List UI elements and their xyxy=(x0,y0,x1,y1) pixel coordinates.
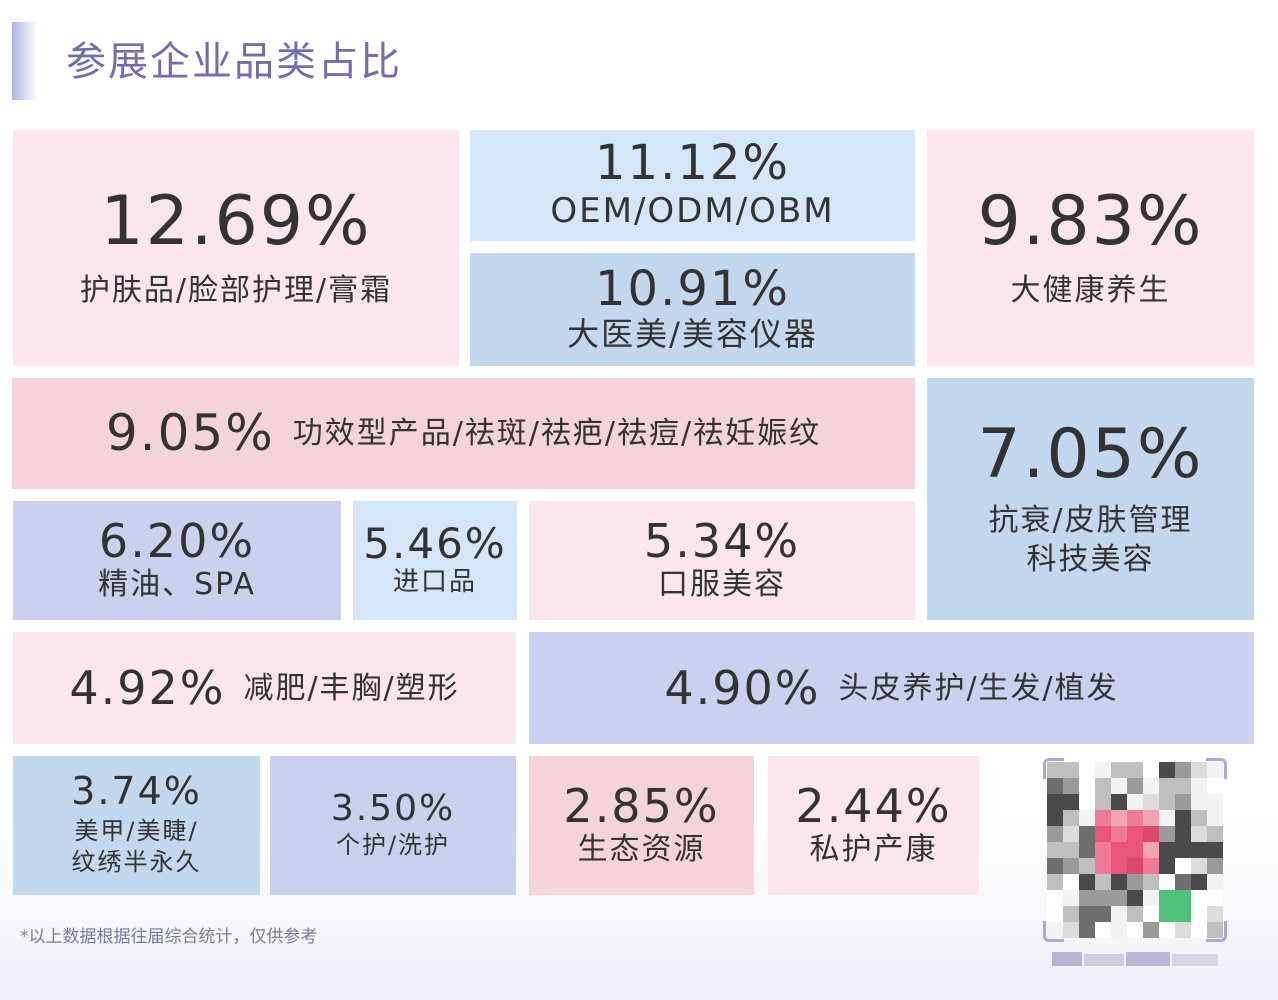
category-label: 美甲/美睫/ 纹绣半永久 xyxy=(71,817,202,877)
qr-frame-corner xyxy=(1206,921,1227,942)
category-label: 抗衰/皮肤管理 科技美容 xyxy=(988,502,1193,577)
page-title: 参展企业品类占比 xyxy=(66,39,402,85)
category-percent: 9.83% xyxy=(977,181,1204,261)
category-label: 减肥/丰胸/塑形 xyxy=(243,670,460,706)
category-label: 私护产康 xyxy=(809,832,938,868)
category-percent: 3.50% xyxy=(330,788,456,829)
category-label: 精油、SPA xyxy=(98,567,256,603)
category-tile: 2.44% 私护产康 xyxy=(768,756,979,895)
category-tile: 10.91% 大医美/美容仪器 xyxy=(470,253,915,366)
category-percent: 9.05% xyxy=(105,404,275,463)
category-percent: 4.90% xyxy=(664,660,821,715)
category-tile: 7.05% 抗衰/皮肤管理 科技美容 xyxy=(927,378,1254,620)
category-percent: 4.92% xyxy=(69,660,226,715)
category-percent: 10.91% xyxy=(594,260,791,317)
category-percent: 12.69% xyxy=(100,181,372,261)
category-tile: 6.20% 精油、SPA xyxy=(13,501,341,620)
category-percent: 3.74% xyxy=(71,769,202,814)
category-label: 大医美/美容仪器 xyxy=(567,314,818,353)
category-percent: 7.05% xyxy=(977,415,1204,495)
qr-frame-corner xyxy=(1043,921,1064,942)
category-tile: 2.85% 生态资源 xyxy=(529,756,754,895)
category-tile: 12.69% 护肤品/脸部护理/膏霜 xyxy=(13,130,459,366)
qr-frame-corner xyxy=(1043,758,1064,779)
qr-code-graphic xyxy=(1047,762,1223,938)
category-label: 个护/洗护 xyxy=(335,830,451,859)
qr-code-image xyxy=(1043,758,1227,942)
title-accent-bar xyxy=(12,22,38,100)
category-label: 护肤品/脸部护理/膏霜 xyxy=(79,273,393,309)
category-tile: 9.83% 大健康养生 xyxy=(927,130,1254,366)
category-percent: 5.34% xyxy=(643,513,801,568)
category-percent: 5.46% xyxy=(363,518,507,568)
category-percent: 2.85% xyxy=(563,778,720,833)
category-label: 功效型产品/祛斑/祛疤/祛痘/祛妊娠纹 xyxy=(292,416,822,451)
category-label: 大健康养生 xyxy=(1010,273,1171,309)
category-tile: 3.74% 美甲/美睫/ 纹绣半永久 xyxy=(13,756,260,895)
category-percent: 2.44% xyxy=(795,778,952,833)
category-percent: 11.12% xyxy=(594,135,791,192)
category-tile: 11.12% OEM/ODM/OBM xyxy=(470,130,915,241)
category-tile: 5.34% 口服美容 xyxy=(529,501,915,620)
category-label: 头皮养护/生发/植发 xyxy=(838,670,1119,706)
category-percent: 6.20% xyxy=(98,513,256,568)
category-label: 生态资源 xyxy=(577,832,706,868)
category-tile: 4.90% 头皮养护/生发/植发 xyxy=(529,632,1254,744)
qr-frame-corner xyxy=(1206,758,1227,779)
category-tile: 4.92% 减肥/丰胸/塑形 xyxy=(13,632,516,744)
qr-caption-blurred xyxy=(1052,952,1218,966)
category-tile: 5.46% 进口品 xyxy=(353,501,517,620)
category-tile: 3.50% 个护/洗护 xyxy=(270,756,516,895)
category-tile: 9.05% 功效型产品/祛斑/祛疤/祛痘/祛妊娠纹 xyxy=(12,378,915,489)
footnote: *以上数据根据往届综合统计，仅供参考 xyxy=(20,927,318,947)
category-label: 口服美容 xyxy=(658,567,786,603)
category-label: 进口品 xyxy=(392,566,477,597)
category-label: OEM/ODM/OBM xyxy=(550,190,835,231)
